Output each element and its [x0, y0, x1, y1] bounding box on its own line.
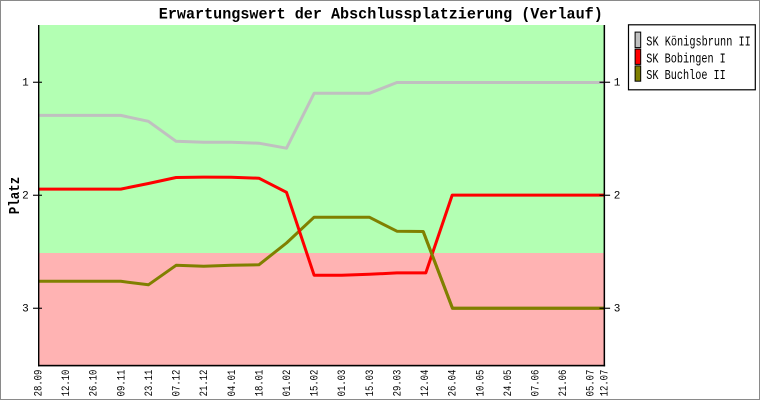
svg-text:1: 1 — [22, 78, 29, 90]
svg-text:05.07: 05.07 — [586, 370, 598, 397]
svg-text:12.07: 12.07 — [600, 370, 612, 397]
svg-text:28.09: 28.09 — [33, 370, 45, 397]
svg-text:09.11: 09.11 — [116, 369, 128, 396]
svg-text:07.06: 07.06 — [531, 370, 543, 397]
svg-text:12.04: 12.04 — [420, 369, 432, 396]
svg-text:15.02: 15.02 — [310, 370, 322, 397]
svg-text:Erwartungswert der Abschlusspl: Erwartungswert der Abschlussplatzierung … — [159, 5, 603, 23]
svg-text:04.01: 04.01 — [227, 369, 239, 396]
svg-text:2: 2 — [614, 191, 621, 203]
svg-text:SK Buchloe II: SK Buchloe II — [646, 69, 726, 84]
svg-text:07.12: 07.12 — [172, 370, 184, 397]
svg-text:23.11: 23.11 — [144, 369, 156, 396]
svg-text:10.05: 10.05 — [475, 370, 487, 397]
svg-text:18.01: 18.01 — [254, 369, 266, 396]
svg-text:3: 3 — [22, 304, 29, 316]
svg-text:01.02: 01.02 — [282, 370, 294, 397]
svg-text:12.10: 12.10 — [61, 370, 73, 397]
svg-text:21.06: 21.06 — [558, 370, 570, 397]
svg-text:29.03: 29.03 — [392, 370, 404, 397]
svg-text:24.05: 24.05 — [503, 370, 515, 397]
svg-text:Platz: Platz — [7, 177, 24, 215]
svg-text:15.03: 15.03 — [365, 370, 377, 397]
svg-text:21.12: 21.12 — [199, 370, 211, 397]
svg-text:SK Königsbrunn II: SK Königsbrunn II — [646, 36, 751, 51]
svg-text:26.10: 26.10 — [89, 370, 101, 397]
svg-text:26.04: 26.04 — [448, 369, 460, 396]
svg-text:1: 1 — [614, 78, 621, 90]
svg-text:01.03: 01.03 — [337, 370, 349, 397]
svg-text:3: 3 — [614, 304, 621, 316]
svg-text:SK Bobingen I: SK Bobingen I — [646, 53, 726, 68]
svg-text:2: 2 — [22, 191, 29, 203]
